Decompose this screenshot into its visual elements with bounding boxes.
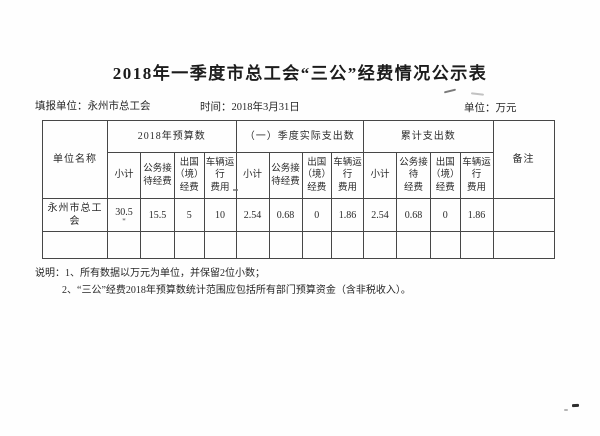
empty-cell: [203, 231, 237, 259]
cell-cum-reception: 0.68: [396, 198, 432, 232]
cell-q1-vehicle: 1.86: [331, 198, 365, 232]
header-unit-name: 单位名称: [42, 120, 108, 199]
empty-cell: [430, 231, 461, 259]
empty-cell: [174, 231, 205, 259]
cell-budget-reception: 15.5: [140, 198, 175, 232]
cell-remark: [492, 198, 555, 232]
report-date-label: 时间：2018年3月31日: [200, 102, 300, 113]
cell-q1-subtotal: 2.54: [235, 198, 270, 232]
page-title: 2018年一季度市总工会“三公”经费情况公示表: [112, 64, 488, 83]
header-remark: 备注: [492, 120, 555, 199]
header-q1-abroad: 出国 （境） 经费: [301, 152, 333, 199]
report-unit-label: 填报单位：永州市总工会: [35, 101, 151, 112]
header-budget-vehicle: 车辆运行 费用: [203, 152, 237, 199]
scan-artifact-pen-mark: [443, 88, 457, 94]
footnote-line-1: 说明：1、所有数据以万元为单位，并保留2位小数；: [35, 268, 265, 279]
cell-q1-abroad: 0: [301, 198, 333, 232]
cell-q1-reception: 0.68: [268, 198, 303, 232]
header-cum-reception: 公务接待 经费: [396, 152, 432, 199]
cell-unit-name: 永州市总工会: [42, 198, 108, 232]
cell-budget-subtotal-mark: *: [122, 217, 126, 225]
header-q1-reception: 公务接 待经费: [268, 152, 303, 199]
empty-cell: [396, 231, 432, 259]
header-q1-subtotal: 小计: [235, 152, 270, 199]
scan-artifact-bottom-right-dash: [571, 403, 580, 407]
table-sub-header-row: 小计 公务接 待经费 出国 （境） 经费 车辆运行 费用 小计 公务接 待经费 …: [43, 152, 555, 199]
header-group-q1-actual: （一）季度实际支出数: [235, 120, 365, 153]
header-group-cumulative: 累计支出数: [363, 120, 494, 153]
header-group-budget: 2018年预算数: [107, 120, 237, 153]
header-cum-vehicle: 车辆运行 费用: [459, 152, 494, 199]
cell-budget-vehicle: 10: [203, 198, 237, 232]
header-budget-subtotal: 小计: [107, 152, 141, 199]
header-cum-subtotal: 小计: [363, 152, 398, 199]
cell-budget-abroad: 5: [174, 198, 205, 232]
empty-cell: [107, 231, 141, 259]
empty-cell: [459, 231, 494, 259]
table-data-row: 永州市总工会 30.5 * 15.5 5 10 2.54 0.68 0 1.86…: [42, 198, 555, 232]
header-budget-abroad: 出国 （境） 经费: [174, 152, 205, 199]
cell-cum-subtotal: 2.54: [363, 198, 398, 232]
scan-artifact-bottom-right-dot: [564, 409, 568, 411]
empty-cell: [301, 231, 333, 259]
empty-cell: [268, 231, 303, 259]
empty-cell: [492, 231, 555, 259]
cell-cum-abroad: 0: [430, 198, 461, 232]
empty-cell: [363, 231, 398, 259]
cell-budget-subtotal: 30.5 *: [107, 198, 141, 232]
scan-artifact-pen-squiggle: [470, 92, 485, 96]
footnote-line-2: 2、“三公”经费2018年预算数统计范围应包括所有部门预算资金（含非税收入）。: [62, 285, 411, 296]
scan-artifact-cell-dash: [233, 189, 238, 191]
cell-budget-subtotal-value: 30.5: [115, 207, 133, 218]
table-empty-row: [42, 231, 555, 259]
header-cum-abroad: 出国 （境） 经费: [430, 152, 461, 199]
empty-cell: [331, 231, 365, 259]
header-q1-vehicle: 车辆运行 费用: [331, 152, 365, 199]
cell-cum-vehicle: 1.86: [459, 198, 494, 232]
expense-table: 单位名称 2018年预算数 （一）季度实际支出数 累计支出数 备注 小计 公务接…: [42, 120, 555, 259]
empty-cell: [42, 231, 108, 259]
table-group-header-row: 单位名称 2018年预算数 （一）季度实际支出数 累计支出数 备注: [42, 120, 555, 199]
header-budget-reception: 公务接 待经费: [140, 152, 175, 199]
empty-cell: [140, 231, 175, 259]
currency-unit-label: 单位：万元: [464, 103, 517, 114]
empty-cell: [235, 231, 270, 259]
